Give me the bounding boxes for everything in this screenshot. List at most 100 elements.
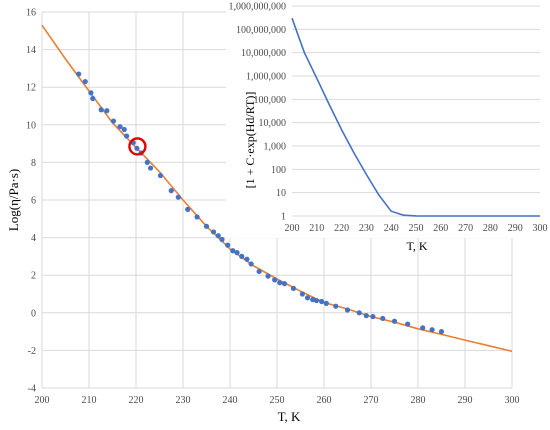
data-point: [230, 248, 236, 254]
inset-y-tick-label: 10,000: [259, 118, 287, 129]
data-point: [110, 118, 117, 124]
inset-y-axis-label: [1 + C·exp(Hd/RT)]: [243, 92, 257, 189]
inset-curve: [291, 17, 540, 217]
data-point: [363, 313, 369, 319]
inset-background: [226, 0, 550, 238]
inset-y-tick-label: 100,000,000: [236, 25, 286, 36]
data-point: [147, 165, 154, 171]
data-point: [333, 303, 339, 309]
data-point: [356, 310, 362, 316]
inset-y-tick-label: 1,000: [264, 142, 287, 153]
data-point: [90, 95, 96, 102]
data-point: [344, 307, 351, 313]
main-x-tick-label: 230: [176, 395, 191, 406]
data-point: [124, 133, 130, 139]
data-point: [134, 145, 140, 151]
main-y-tick-label: 12: [26, 83, 36, 94]
main-y-tick-labels: -4 -2 0 2 4 6 8 10 12 14 16: [26, 8, 36, 395]
data-point: [215, 233, 221, 239]
data-point: [438, 329, 445, 335]
inset-x-tick-label: 230: [359, 223, 374, 234]
main-y-tick-label: 0: [31, 308, 36, 319]
data-point: [98, 107, 104, 113]
data-point: [157, 172, 164, 179]
inset-x-tick-label: 280: [483, 223, 498, 234]
data-point: [76, 71, 82, 77]
data-point: [239, 253, 245, 259]
main-y-tick-label: 16: [26, 8, 36, 19]
data-point: [277, 280, 283, 286]
inset-x-tick-label: 200: [285, 223, 300, 234]
main-y-tick-label: -4: [28, 384, 36, 395]
main-y-tick-label: 10: [26, 120, 36, 131]
inset-x-tick-label: 220: [334, 223, 349, 234]
data-point: [244, 256, 250, 262]
main-x-tick-label: 270: [364, 395, 379, 406]
inset-line: [291, 17, 540, 217]
main-x-tick-label: 300: [505, 395, 520, 406]
main-y-tick-label: 4: [31, 233, 36, 244]
data-point: [185, 206, 191, 212]
data-point: [405, 321, 411, 327]
inset-x-tick-label: 300: [533, 223, 548, 234]
main-y-tick-label: -2: [28, 346, 36, 357]
data-point: [225, 242, 231, 248]
main-y-axis-label: Log(η/Pa·s): [6, 169, 21, 231]
inset-x-tick-label: 210: [309, 223, 324, 234]
inset-x-tick-label: 250: [409, 223, 424, 234]
main-x-tick-label: 260: [317, 395, 332, 406]
inset-y-tick-label: 10: [276, 188, 286, 199]
inset-x-tick-label: 270: [458, 223, 473, 234]
data-point: [203, 223, 210, 229]
highlight-circle: [128, 137, 147, 156]
data-point: [290, 285, 297, 291]
main-x-tick-label: 240: [223, 395, 238, 406]
inset-chart: 200 210 220 230 240 250 260 270 280 290 300 1 10 100…: [226, 0, 550, 253]
data-point: [281, 281, 288, 287]
data-point: [420, 325, 426, 331]
data-point: [380, 315, 386, 322]
data-point: [88, 90, 94, 96]
main-x-tick-label: 250: [270, 395, 285, 406]
inset-y-tick-label: 1,000,000: [246, 72, 286, 83]
main-x-tick-labels: 200 210 220 230 240 250 260 270 280 290 300: [35, 395, 520, 406]
data-point: [234, 250, 240, 256]
inset-x-tick-label: 240: [384, 223, 399, 234]
inset-x-tick-label: 290: [508, 223, 523, 234]
main-y-tick-label: 8: [31, 158, 36, 169]
data-point: [256, 268, 262, 275]
inset-y-tick-label: 100,000: [254, 95, 287, 106]
data-point: [210, 229, 217, 235]
data-point: [319, 298, 325, 305]
inset-y-tick-label: 1,000,000,000: [229, 2, 287, 13]
main-x-tick-label: 220: [129, 395, 144, 406]
main-chart: 200 210 220 230 240 250 260 270 280 290 300 -4 -2 0 2…: [6, 8, 520, 425]
data-point: [370, 313, 376, 320]
main-x-tick-label: 210: [82, 395, 97, 406]
main-x-tick-label: 200: [35, 395, 50, 406]
main-x-tick-label: 280: [411, 395, 426, 406]
data-point: [219, 236, 225, 243]
data-point: [323, 300, 329, 306]
inset-y-tick-labels: 1 10 100 1,000 10,000 100,000 1,000,000 10,000,…: [229, 2, 287, 223]
data-point: [272, 277, 278, 283]
main-y-tick-label: 6: [31, 196, 36, 207]
inset-y-tick-label: 1: [281, 212, 286, 223]
data-point: [144, 159, 150, 165]
main-highlight: [128, 137, 147, 156]
inset-y-tick-label: 10,000,000: [241, 48, 286, 59]
data-point: [82, 78, 88, 85]
inset-y-tick-label: 100: [271, 165, 286, 176]
data-point: [121, 126, 127, 133]
data-point: [104, 108, 110, 114]
data-point: [391, 318, 398, 324]
main-x-tick-label: 290: [458, 395, 473, 406]
data-point: [168, 188, 174, 194]
data-point: [194, 214, 200, 220]
data-point: [429, 327, 435, 333]
data-point: [117, 124, 123, 130]
data-point: [304, 295, 311, 301]
data-point: [175, 194, 181, 200]
